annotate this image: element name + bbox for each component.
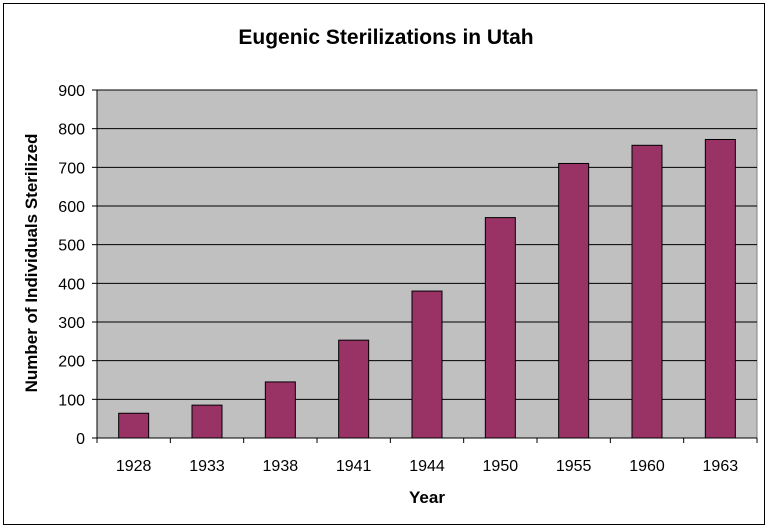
bar-1938 (264, 381, 296, 439)
x-tick-label: 1960 (629, 458, 665, 475)
y-axis-label: Number of Individuals Sterilized (22, 134, 41, 393)
x-axis-label: Year (409, 488, 445, 507)
y-tick-label: 900 (58, 83, 85, 100)
y-tick-label: 600 (58, 199, 85, 216)
y-tick-label: 500 (58, 238, 85, 255)
y-tick-label: 0 (76, 431, 85, 448)
y-tick-label: 300 (58, 315, 85, 332)
x-tick-label: 1941 (336, 458, 372, 475)
bars (118, 138, 736, 439)
x-tick-label: 1928 (116, 458, 152, 475)
x-tick-label: 1933 (189, 458, 225, 475)
x-tick-label: 1955 (556, 458, 592, 475)
x-tick-label: 1950 (483, 458, 519, 475)
y-tick-label: 400 (58, 276, 85, 293)
y-tick-label: 200 (58, 354, 85, 371)
bar-1944 (411, 290, 443, 439)
bar-1928 (118, 412, 150, 439)
bar-1955 (558, 162, 590, 439)
chart-title: Eugenic Sterilizations in Utah (238, 26, 533, 49)
bar-1950 (484, 217, 516, 439)
bar-1963 (704, 138, 736, 439)
x-tick-labels: 1928 1933 1938 1941 1944 1950 1955 1960 1963 (116, 458, 738, 475)
x-tick-label: 1938 (263, 458, 299, 475)
bar-1933 (191, 404, 223, 439)
axes (92, 89, 758, 443)
y-tick-label: 700 (58, 160, 85, 177)
y-tick-labels: 0 100 200 300 400 500 600 700 800 900 (58, 83, 85, 448)
bar-1941 (338, 339, 370, 439)
x-tick-label: 1963 (703, 458, 739, 475)
x-tick-label: 1944 (409, 458, 445, 475)
y-tick-label: 100 (58, 392, 85, 409)
bar-1960 (631, 144, 663, 439)
y-tick-label: 800 (58, 122, 85, 139)
